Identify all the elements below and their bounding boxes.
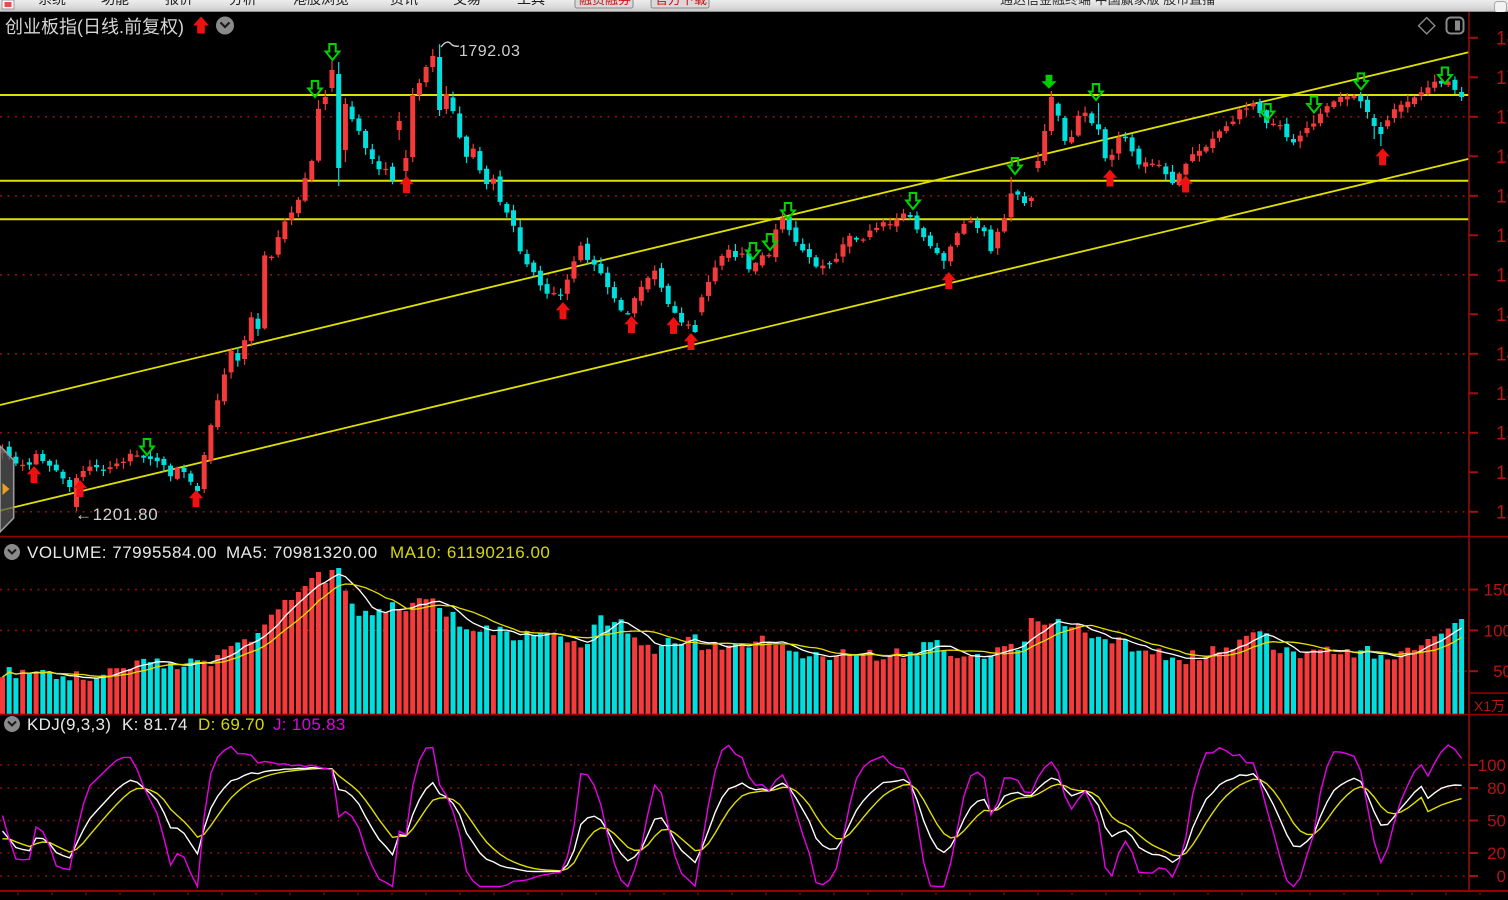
svg-text:1750: 1750 <box>1496 68 1508 89</box>
svg-text:80: 80 <box>1487 779 1506 798</box>
svg-text:X1万: X1万 <box>1474 698 1505 714</box>
svg-text:KDJ(9,3,3): KDJ(9,3,3) <box>27 715 111 734</box>
svg-text:通达信金融终端 中国赢家版 股市直播: 通达信金融终端 中国赢家版 股市直播 <box>1000 0 1215 7</box>
svg-text:1550: 1550 <box>1496 226 1508 247</box>
svg-text:1250: 1250 <box>1496 463 1508 484</box>
svg-text:J: 105.83: J: 105.83 <box>273 715 346 734</box>
svg-text:1500: 1500 <box>1496 265 1508 286</box>
svg-text:港股浏览: 港股浏览 <box>293 0 349 7</box>
svg-text:1450: 1450 <box>1496 305 1508 326</box>
svg-text:官方下载: 官方下载 <box>655 0 707 7</box>
svg-text:100: 100 <box>1484 621 1508 640</box>
svg-text:150: 150 <box>1484 581 1508 600</box>
svg-text:MA5: 70981320.00: MA5: 70981320.00 <box>226 543 378 562</box>
svg-text:工具: 工具 <box>517 0 545 7</box>
svg-text:1800: 1800 <box>1496 28 1508 49</box>
svg-text:1300: 1300 <box>1496 423 1508 444</box>
svg-text:VOLUME: 77995584.00: VOLUME: 77995584.00 <box>27 543 217 562</box>
svg-text:50: 50 <box>1493 662 1508 681</box>
svg-text:1350: 1350 <box>1496 384 1508 405</box>
svg-text:融资融券: 融资融券 <box>579 0 631 7</box>
svg-text:1200: 1200 <box>1496 502 1508 523</box>
svg-text:20: 20 <box>1487 844 1506 863</box>
svg-text:D: 69.70: D: 69.70 <box>198 715 265 734</box>
svg-text:分析: 分析 <box>229 0 257 7</box>
svg-text:K: 81.74: K: 81.74 <box>122 715 188 734</box>
svg-text:创业板指(日线.前复权): 创业板指(日线.前复权) <box>5 17 184 37</box>
svg-text:1400: 1400 <box>1496 344 1508 365</box>
svg-text:1792.03: 1792.03 <box>459 43 520 60</box>
svg-text:←1201.80: ←1201.80 <box>75 505 158 524</box>
svg-text:资讯: 资讯 <box>390 0 418 7</box>
svg-text:系统: 系统 <box>38 0 66 7</box>
svg-text:1650: 1650 <box>1496 147 1508 168</box>
svg-text:0: 0 <box>1497 867 1506 886</box>
svg-text:报价: 报价 <box>165 0 193 7</box>
svg-text:50: 50 <box>1487 812 1506 831</box>
svg-text:功能: 功能 <box>101 0 129 7</box>
svg-text:MA10: 61190216.00: MA10: 61190216.00 <box>390 543 550 562</box>
svg-text:1700: 1700 <box>1496 107 1508 128</box>
svg-text:1600: 1600 <box>1496 186 1508 207</box>
svg-text:100: 100 <box>1478 756 1506 775</box>
svg-text:交易: 交易 <box>453 0 481 7</box>
